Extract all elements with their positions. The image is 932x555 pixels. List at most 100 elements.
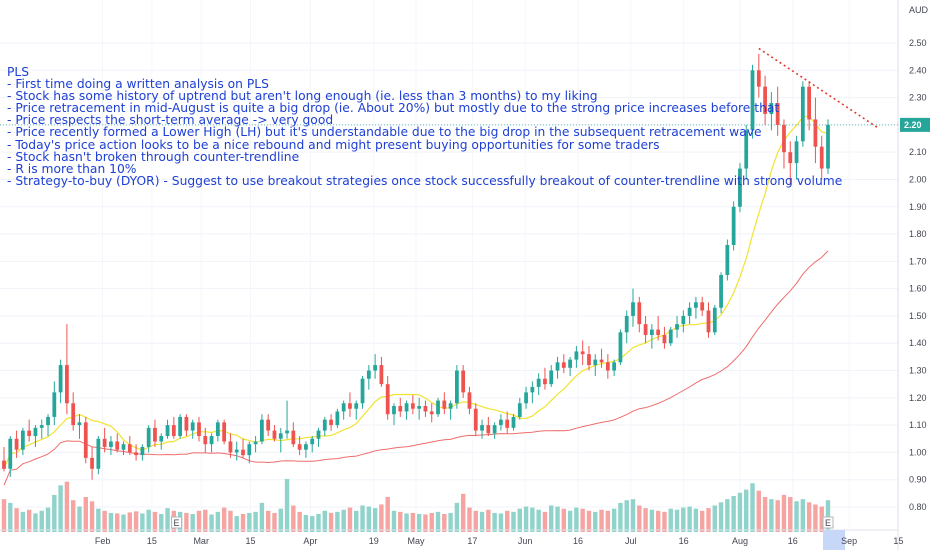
x-tick-label: 16 (788, 536, 798, 546)
candle-body (668, 329, 673, 344)
x-tick-label: 17 (467, 536, 477, 546)
candle-body (436, 400, 440, 415)
last-price-tag: 2.20 (900, 117, 930, 132)
volume-bar (354, 510, 359, 532)
candle-body (228, 441, 233, 453)
candle-body (700, 302, 705, 311)
annotation-line: - Stock hasn't broken through counter-tr… (7, 149, 300, 164)
volume-bar (750, 483, 755, 532)
volume-bar (725, 499, 730, 532)
y-tick-label: 2.30 (909, 93, 927, 103)
volume-bar (247, 512, 252, 532)
annotation-line: - Price retracement in mid-August is qui… (7, 101, 780, 116)
volume-bar (448, 512, 453, 532)
volume-bar (681, 507, 686, 532)
volume-bar (731, 495, 736, 532)
candle-body (71, 403, 76, 426)
candle-body (322, 419, 327, 431)
volume-bar (228, 510, 233, 532)
counter-trendline (758, 47, 879, 129)
volume-bar (637, 505, 642, 532)
earnings-marker: E (822, 516, 834, 529)
last-price-label: 2.20 (904, 120, 922, 130)
candle-body (272, 430, 277, 439)
candle-body (291, 430, 296, 445)
candle-body (800, 86, 805, 142)
earnings-marker: E (171, 516, 183, 529)
volume-bar (20, 511, 26, 532)
y-tick-label: 1.00 (909, 447, 927, 457)
candle-body (134, 452, 138, 456)
candle-body (178, 416, 183, 437)
volume-bar (322, 510, 327, 532)
volume-bar (1, 499, 7, 532)
candle-body (819, 146, 824, 169)
candle-body (694, 302, 698, 308)
y-tick-label: 2.00 (909, 174, 927, 184)
candle-body (580, 351, 585, 355)
volume-bar (184, 512, 189, 532)
volume-bar (70, 500, 76, 532)
candle-body (442, 400, 447, 409)
candle-body (794, 141, 799, 164)
candle-body (587, 354, 591, 366)
volume-bar (813, 504, 818, 532)
volume-bar (611, 508, 617, 532)
candle-body (499, 419, 503, 426)
volume-bar (825, 500, 831, 532)
x-tick-label: 19 (369, 536, 379, 546)
volume-bar (454, 502, 460, 532)
volume-bar (303, 515, 309, 532)
candle-body (429, 411, 434, 415)
y-tick-label: 1.70 (909, 256, 927, 266)
candle-body (599, 359, 604, 363)
annotation-line: - R is more than 10% (7, 161, 137, 176)
volume-bar (712, 505, 717, 532)
candle-body (574, 351, 579, 360)
volume-bar (165, 508, 170, 532)
volume-bar (630, 499, 636, 532)
candle-body (102, 438, 107, 447)
volume-bar (190, 513, 195, 532)
candle-body (46, 416, 50, 426)
volume-bar (775, 500, 780, 532)
candle-body (304, 444, 308, 450)
volume-bar (366, 506, 372, 532)
volume-bar (416, 513, 422, 532)
x-tick-label: Jul (625, 536, 637, 546)
candle-body (354, 403, 359, 409)
candle-body (234, 449, 239, 453)
volume-bar (605, 510, 611, 532)
volume-bar (278, 508, 283, 532)
candle-body (52, 392, 57, 417)
candle-body (530, 386, 535, 393)
volume-bar (769, 499, 774, 532)
volume-bar (96, 508, 101, 532)
candle-body (417, 406, 422, 409)
volume-bar (240, 513, 246, 532)
volume-bar (379, 504, 384, 532)
volume-bar (102, 510, 107, 532)
annotation-line: - Stock has some history of uptrend but … (7, 89, 598, 104)
volume-bar (215, 511, 221, 532)
volume-bar (196, 510, 202, 532)
annotation-line: - First time doing a written analysis on… (7, 77, 269, 92)
volume-bar (593, 511, 598, 532)
candle-body (2, 460, 6, 469)
volume-bar (291, 505, 296, 532)
x-tick-label: 15 (147, 536, 157, 546)
candle-body (33, 427, 38, 437)
volume-bar (662, 511, 667, 532)
candle-body (385, 384, 390, 415)
candle-body (297, 444, 302, 450)
candle-body (8, 438, 13, 469)
candle-body (612, 362, 617, 371)
candle-body (410, 403, 415, 409)
x-tick-label: Aug (732, 536, 748, 546)
volume-bar (580, 508, 585, 532)
volume-bar (45, 507, 51, 532)
volume-bar (599, 509, 604, 532)
candle-body (121, 444, 126, 450)
